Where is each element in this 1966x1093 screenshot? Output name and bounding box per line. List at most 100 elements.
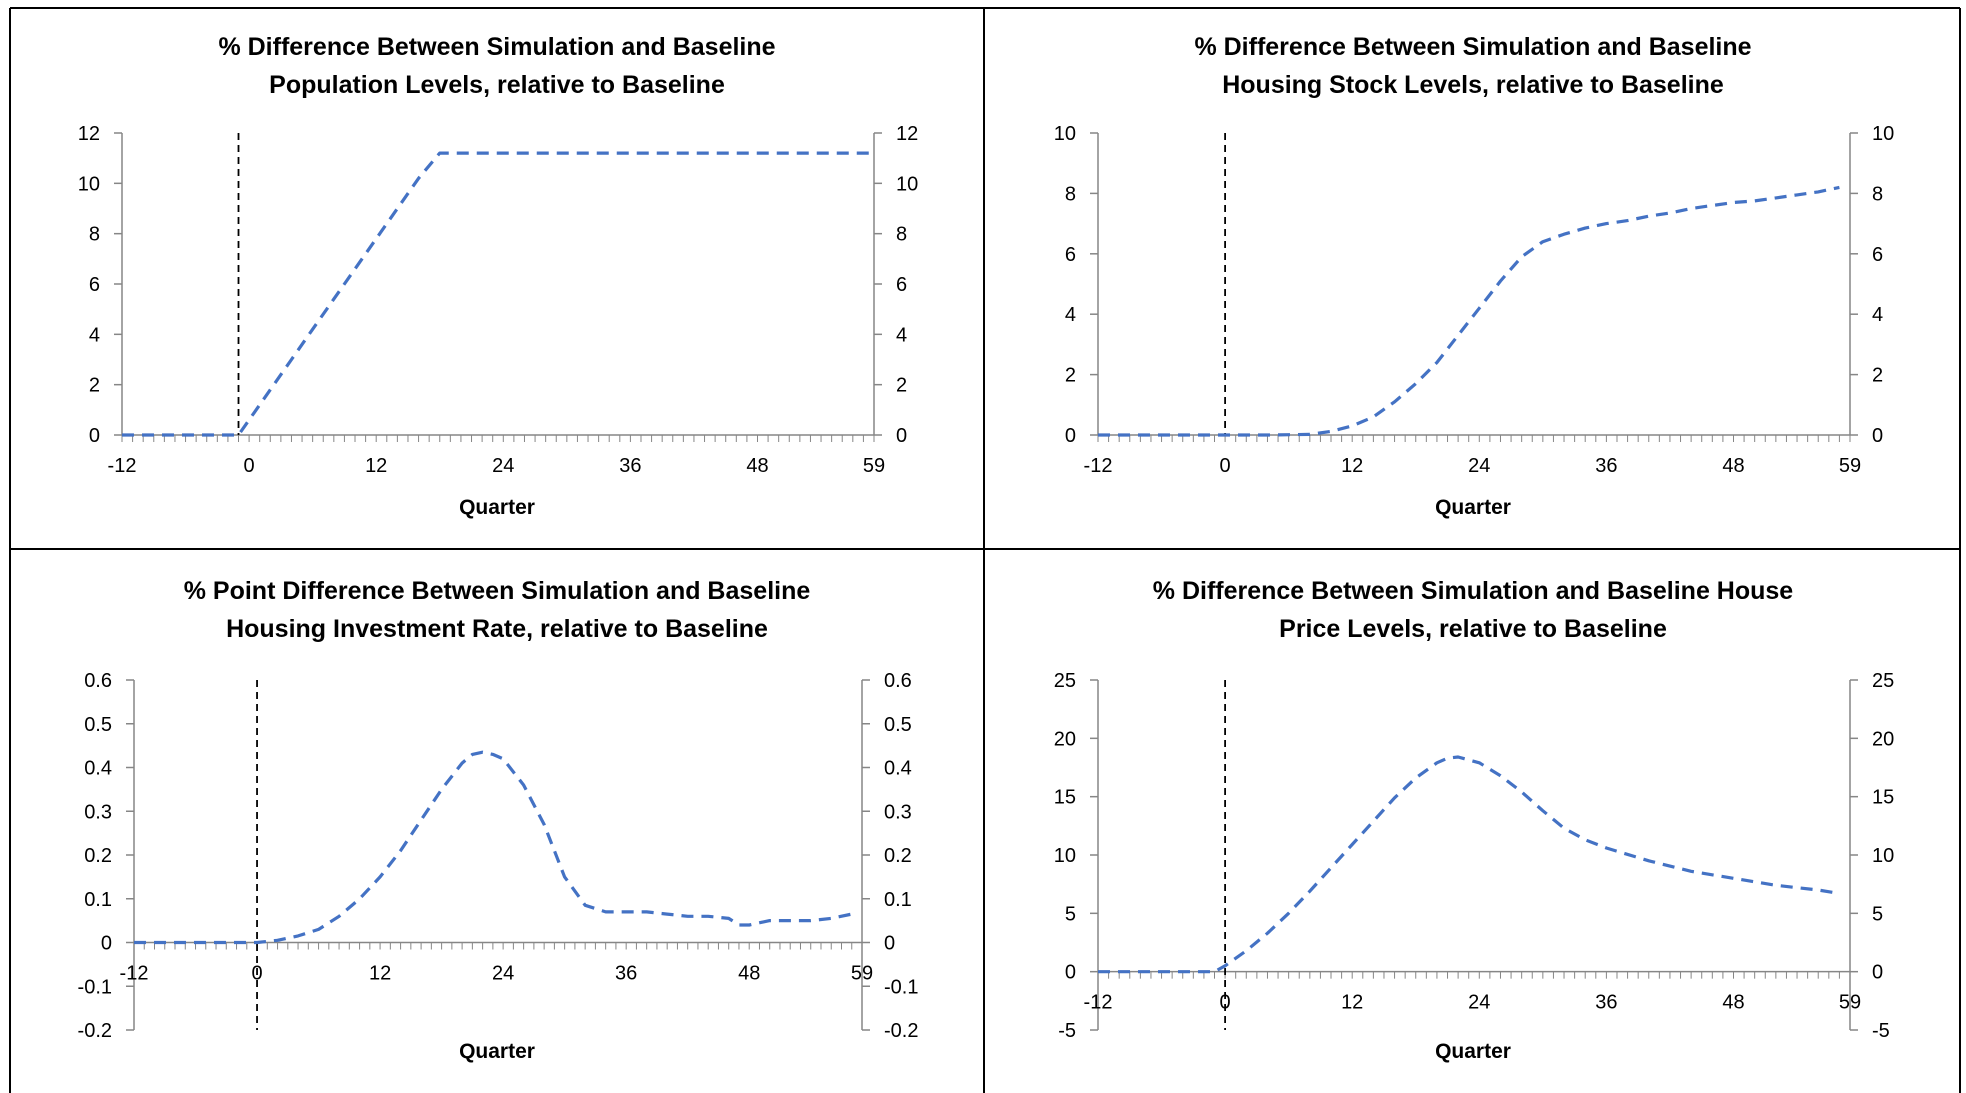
series-line xyxy=(134,750,853,945)
plot-area: -0.2 -0.2 -0.1 -0.1 0 0 0.1 0.1 0.2 0.2 0.3 0.3 0.4 0… xyxy=(78,670,919,1042)
x-tick-label: 0 xyxy=(1220,455,1231,477)
y-tick-label-left: 0 xyxy=(89,425,100,447)
y-tick-label-left: 10 xyxy=(78,173,100,195)
x-tick-label: 48 xyxy=(746,455,768,477)
y-tick-label-left: 2 xyxy=(1065,365,1076,387)
y-tick-label-right: 8 xyxy=(896,224,907,246)
x-tick-label: 0 xyxy=(244,455,255,477)
y-tick-label-right: 15 xyxy=(1872,787,1894,809)
x-tick-label: 0 xyxy=(1220,992,1231,1014)
y-tick-label-left: 4 xyxy=(89,324,100,346)
y-tick-label-right: 0.4 xyxy=(884,758,912,780)
series-line xyxy=(1098,755,1840,974)
y-tick-label-left: 5 xyxy=(1065,903,1076,925)
x-tick-label: 59 xyxy=(863,455,885,477)
y-tick-label-left: 0 xyxy=(1065,425,1076,447)
y-tick-label-left: 0.5 xyxy=(84,714,112,736)
x-tick-label: 48 xyxy=(1722,992,1744,1014)
x-tick-label: 36 xyxy=(1595,992,1617,1014)
chart-housing-investment-rate: % Point Difference Between Simulation an… xyxy=(78,577,919,1063)
y-tick-label-left: -5 xyxy=(1058,1020,1076,1042)
y-tick-label-right: 10 xyxy=(1872,845,1894,867)
y-tick-label-left: 8 xyxy=(89,224,100,246)
chart-housing-stock-levels: % Difference Between Simulation and Base… xyxy=(1054,33,1895,519)
x-tick-label: -12 xyxy=(1084,992,1113,1014)
x-tick-label: 12 xyxy=(1341,992,1363,1014)
chart-title-line-1: % Difference Between Simulation and Base… xyxy=(218,33,775,61)
chart-title-line-1: % Difference Between Simulation and Base… xyxy=(1153,577,1794,605)
y-tick-label-left: 0 xyxy=(1065,962,1076,984)
plot-area: -5 -5 0 0 5 5 10 10 15 15 20 20 25 25 -12 0 12 24 36 48 59 xyxy=(1054,670,1895,1042)
y-tick-label-right: 12 xyxy=(896,123,918,145)
y-tick-label-right: 10 xyxy=(896,173,918,195)
y-tick-label-left: 10 xyxy=(1054,123,1076,145)
x-tick-label: -12 xyxy=(108,455,137,477)
y-tick-label-left: 6 xyxy=(89,274,100,296)
x-tick-label: 36 xyxy=(615,963,637,985)
x-tick-label: 12 xyxy=(1341,455,1363,477)
y-tick-label-left: 0.6 xyxy=(84,670,112,692)
y-tick-label-right: 0.5 xyxy=(884,714,912,736)
x-axis-label: Quarter xyxy=(1435,496,1511,519)
y-tick-label-left: 2 xyxy=(89,375,100,397)
y-tick-label-right: 2 xyxy=(896,375,907,397)
y-tick-label-right: 4 xyxy=(1872,304,1883,326)
y-tick-label-right: -5 xyxy=(1872,1020,1890,1042)
y-tick-label-right: 2 xyxy=(1872,365,1883,387)
y-tick-label-right: 0 xyxy=(884,933,895,955)
y-tick-label-right: 0.1 xyxy=(884,889,912,911)
y-tick-label-right: 20 xyxy=(1872,728,1894,750)
y-tick-label-right: 8 xyxy=(1872,183,1883,205)
y-tick-label-right: 10 xyxy=(1872,123,1894,145)
chart-title-line-1: % Point Difference Between Simulation an… xyxy=(184,577,811,605)
y-tick-label-right: -0.1 xyxy=(884,976,918,998)
y-tick-label-right: 0.6 xyxy=(884,670,912,692)
series-line xyxy=(122,151,874,437)
y-tick-label-right: -0.2 xyxy=(884,1020,918,1042)
x-tick-label: 12 xyxy=(365,455,387,477)
y-tick-label-left: -0.1 xyxy=(78,976,112,998)
y-tick-label-left: 10 xyxy=(1054,845,1076,867)
series-line xyxy=(1098,185,1840,437)
x-tick-label: -12 xyxy=(120,963,149,985)
x-tick-label: 59 xyxy=(1839,992,1861,1014)
x-tick-label: 59 xyxy=(1839,455,1861,477)
y-tick-label-right: 0 xyxy=(1872,962,1883,984)
chart-house-price-levels: % Difference Between Simulation and Base… xyxy=(1054,577,1895,1063)
y-tick-label-right: 0.2 xyxy=(884,845,912,867)
y-tick-label-left: 8 xyxy=(1065,183,1076,205)
x-axis-label: Quarter xyxy=(459,496,535,519)
y-tick-label-left: 0.3 xyxy=(84,801,112,823)
x-tick-label: 24 xyxy=(1468,455,1490,477)
x-axis-label: Quarter xyxy=(1435,1040,1511,1063)
y-tick-label-left: 6 xyxy=(1065,244,1076,266)
y-tick-label-left: -0.2 xyxy=(78,1020,112,1042)
chart-title-line-2: Price Levels, relative to Baseline xyxy=(1279,615,1667,643)
chart-population-levels: % Difference Between Simulation and Base… xyxy=(78,33,919,519)
y-tick-label-right: 0 xyxy=(1872,425,1883,447)
chart-title-line-2: Population Levels, relative to Baseline xyxy=(269,71,725,99)
chart-title-line-1: % Difference Between Simulation and Base… xyxy=(1194,33,1751,61)
x-tick-label: 36 xyxy=(1595,455,1617,477)
y-tick-label-right: 0 xyxy=(896,425,907,447)
x-tick-label: 48 xyxy=(738,963,760,985)
x-tick-label: 12 xyxy=(369,963,391,985)
x-tick-label: 24 xyxy=(492,455,514,477)
y-tick-label-right: 6 xyxy=(1872,244,1883,266)
y-tick-label-right: 6 xyxy=(896,274,907,296)
plot-area: 0 02 24 46 68 810 10-12 0 12 24 36 48 59 xyxy=(1054,123,1895,477)
y-tick-label-left: 0.1 xyxy=(84,889,112,911)
y-tick-label-right: 4 xyxy=(896,324,907,346)
x-tick-label: -12 xyxy=(1084,455,1113,477)
y-tick-label-right: 5 xyxy=(1872,903,1883,925)
y-tick-label-left: 0.4 xyxy=(84,758,112,780)
y-tick-label-left: 15 xyxy=(1054,787,1076,809)
y-tick-label-left: 20 xyxy=(1054,728,1076,750)
x-tick-label: 24 xyxy=(1468,992,1490,1014)
chart-title-line-2: Housing Investment Rate, relative to Bas… xyxy=(226,615,768,643)
x-tick-label: 59 xyxy=(851,963,873,985)
y-tick-label-left: 12 xyxy=(78,123,100,145)
x-tick-label: 36 xyxy=(619,455,641,477)
